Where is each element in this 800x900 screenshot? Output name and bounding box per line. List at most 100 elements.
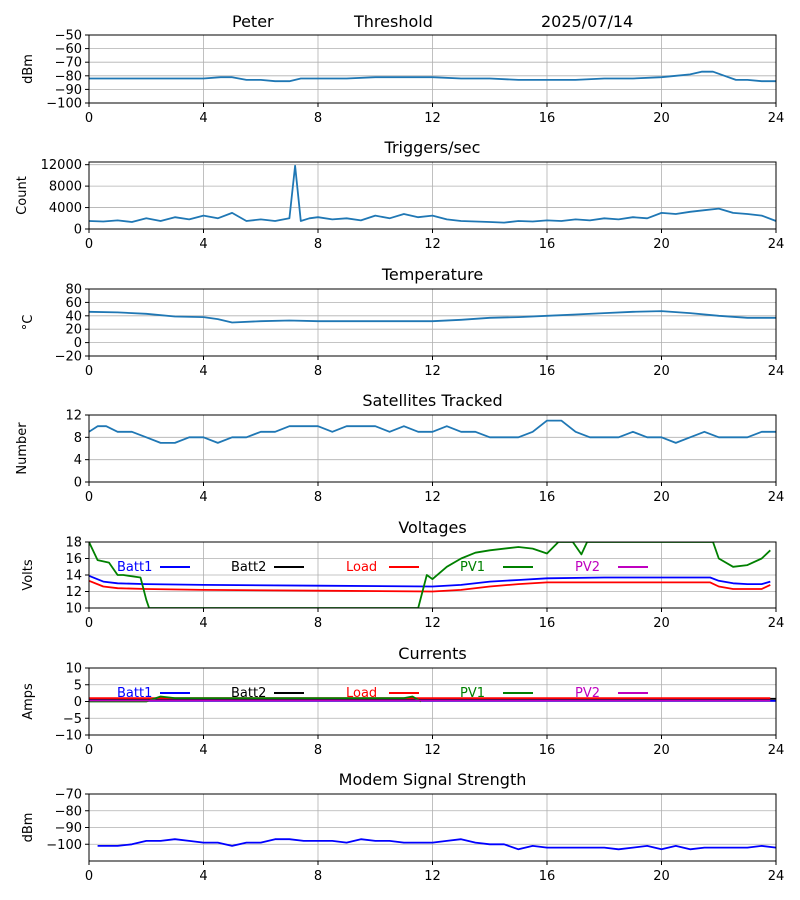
x-tick-label: 20: [653, 490, 670, 505]
y-tick-label: −70: [55, 56, 82, 71]
chart-panel-2: 0 4 8 12 16 20 24 0 4000 8000 12000 Triggers/sec Cou…: [15, 138, 784, 252]
y-tick-label: 10: [65, 602, 82, 617]
x-tick-label: 24: [768, 490, 785, 505]
y-axis-label: Amps: [21, 683, 36, 720]
chart-panel-1: 0 4 8 12 16 20 24 −100−90−80−70−60−50 dBm: [21, 29, 784, 127]
series-line-load: [89, 579, 771, 593]
y-tick-label: −20: [55, 350, 82, 365]
series-group: [89, 70, 776, 83]
y-tick-label: −50: [55, 29, 82, 44]
series-line-0: [89, 70, 776, 83]
chart-title: Voltages: [398, 518, 466, 537]
x-tick-label: 16: [539, 111, 556, 126]
y-tick-label: −90: [55, 83, 82, 98]
series-group: [89, 695, 776, 703]
x-tick-label: 8: [314, 111, 322, 126]
x-tick-label: 0: [85, 364, 93, 379]
x-tick-label: 12: [424, 869, 441, 884]
x-tick-label: 16: [539, 237, 556, 252]
x-tick-label: 16: [539, 490, 556, 505]
x-tick-label: 4: [199, 490, 207, 505]
x-tick-label: 0: [85, 490, 93, 505]
y-tick-label: −100: [46, 838, 82, 853]
y-tick-label: 40: [65, 309, 82, 324]
y-tick-label: 10: [65, 662, 82, 677]
x-tick-label: 12: [424, 490, 441, 505]
y-tick-label: −60: [55, 42, 82, 57]
y-tick-label: −80: [55, 804, 82, 819]
x-tick-label: 12: [424, 364, 441, 379]
chart-title: Satellites Tracked: [362, 391, 502, 410]
chart-title: Currents: [398, 644, 466, 663]
series-line-pv1: [89, 542, 771, 608]
x-tick-label: 0: [85, 111, 93, 126]
chart-title: Triggers/sec: [384, 138, 481, 157]
x-tick-label: 24: [768, 237, 785, 252]
y-tick-label: 0: [74, 336, 82, 351]
x-tick-label: 20: [653, 616, 670, 631]
series-group: [89, 542, 771, 608]
y-tick-label: 80: [65, 283, 82, 298]
y-tick-label: 8000: [49, 180, 82, 195]
series-group: [97, 838, 776, 851]
y-tick-label: 14: [65, 569, 82, 584]
chart-title: Temperature: [381, 265, 483, 284]
header-mode: Threshold: [353, 12, 433, 31]
x-tick-label: 20: [653, 111, 670, 126]
y-tick-label: −100: [46, 97, 82, 112]
series-group: [89, 310, 776, 324]
x-tick-label: 8: [314, 869, 322, 884]
x-tick-label: 20: [653, 743, 670, 758]
x-tick-label: 4: [199, 364, 207, 379]
x-tick-label: 24: [768, 364, 785, 379]
x-tick-label: 16: [539, 364, 556, 379]
x-tick-label: 20: [653, 364, 670, 379]
x-tick-label: 8: [314, 364, 322, 379]
x-tick-label: 4: [199, 616, 207, 631]
y-tick-label: 12: [65, 585, 82, 600]
x-tick-label: 0: [85, 616, 93, 631]
legend-label-pv1: PV1: [460, 560, 485, 575]
y-axis-label: Number: [15, 422, 30, 475]
legend-label-batt1: Batt1: [117, 560, 152, 575]
legend-label-pv2: PV2: [575, 560, 600, 575]
x-tick-label: 8: [314, 490, 322, 505]
header-date: 2025/07/14: [541, 12, 633, 31]
x-tick-label: 4: [199, 237, 207, 252]
y-tick-label: 0: [74, 695, 82, 710]
y-tick-label: 16: [65, 552, 82, 567]
x-tick-label: 8: [314, 616, 322, 631]
x-tick-label: 12: [424, 111, 441, 126]
y-tick-label: 20: [65, 323, 82, 338]
y-axis-label: dBm: [21, 54, 36, 84]
y-tick-label: −5: [63, 712, 82, 727]
chart-panel-6: 0 4 8 12 16 20 24 −10 −5 0 510 Currents Amps Batt1 Bat…: [21, 644, 784, 758]
header-name: Peter: [232, 12, 274, 31]
x-tick-label: 4: [199, 869, 207, 884]
x-tick-label: 0: [85, 237, 93, 252]
y-tick-label: 4: [74, 453, 82, 468]
x-tick-label: 16: [539, 616, 556, 631]
x-tick-label: 24: [768, 111, 785, 126]
chart-panel-7: 0 4 8 12 16 20 24 −100 −90 −80−70 Modem Signal Str…: [21, 770, 784, 884]
x-tick-label: 20: [653, 869, 670, 884]
x-tick-label: 12: [424, 616, 441, 631]
y-axis-label: °C: [21, 315, 36, 331]
x-tick-label: 0: [85, 743, 93, 758]
x-tick-label: 16: [539, 869, 556, 884]
chart-panel-4: 0 4 8 12 16 20 24 0 4 8 12 Satellites Tracked Number: [15, 391, 784, 505]
x-tick-label: 24: [768, 616, 785, 631]
x-tick-label: 4: [199, 111, 207, 126]
x-tick-label: 8: [314, 743, 322, 758]
y-tick-label: 12000: [41, 158, 82, 173]
x-tick-label: 16: [539, 743, 556, 758]
legend-label-batt2: Batt2: [231, 560, 266, 575]
series-line-0: [89, 419, 776, 444]
x-tick-label: 12: [424, 743, 441, 758]
chart-title: Modem Signal Strength: [339, 770, 527, 789]
x-tick-label: 4: [199, 743, 207, 758]
legend-label-pv2: PV2: [575, 686, 600, 701]
y-tick-label: 60: [65, 296, 82, 311]
